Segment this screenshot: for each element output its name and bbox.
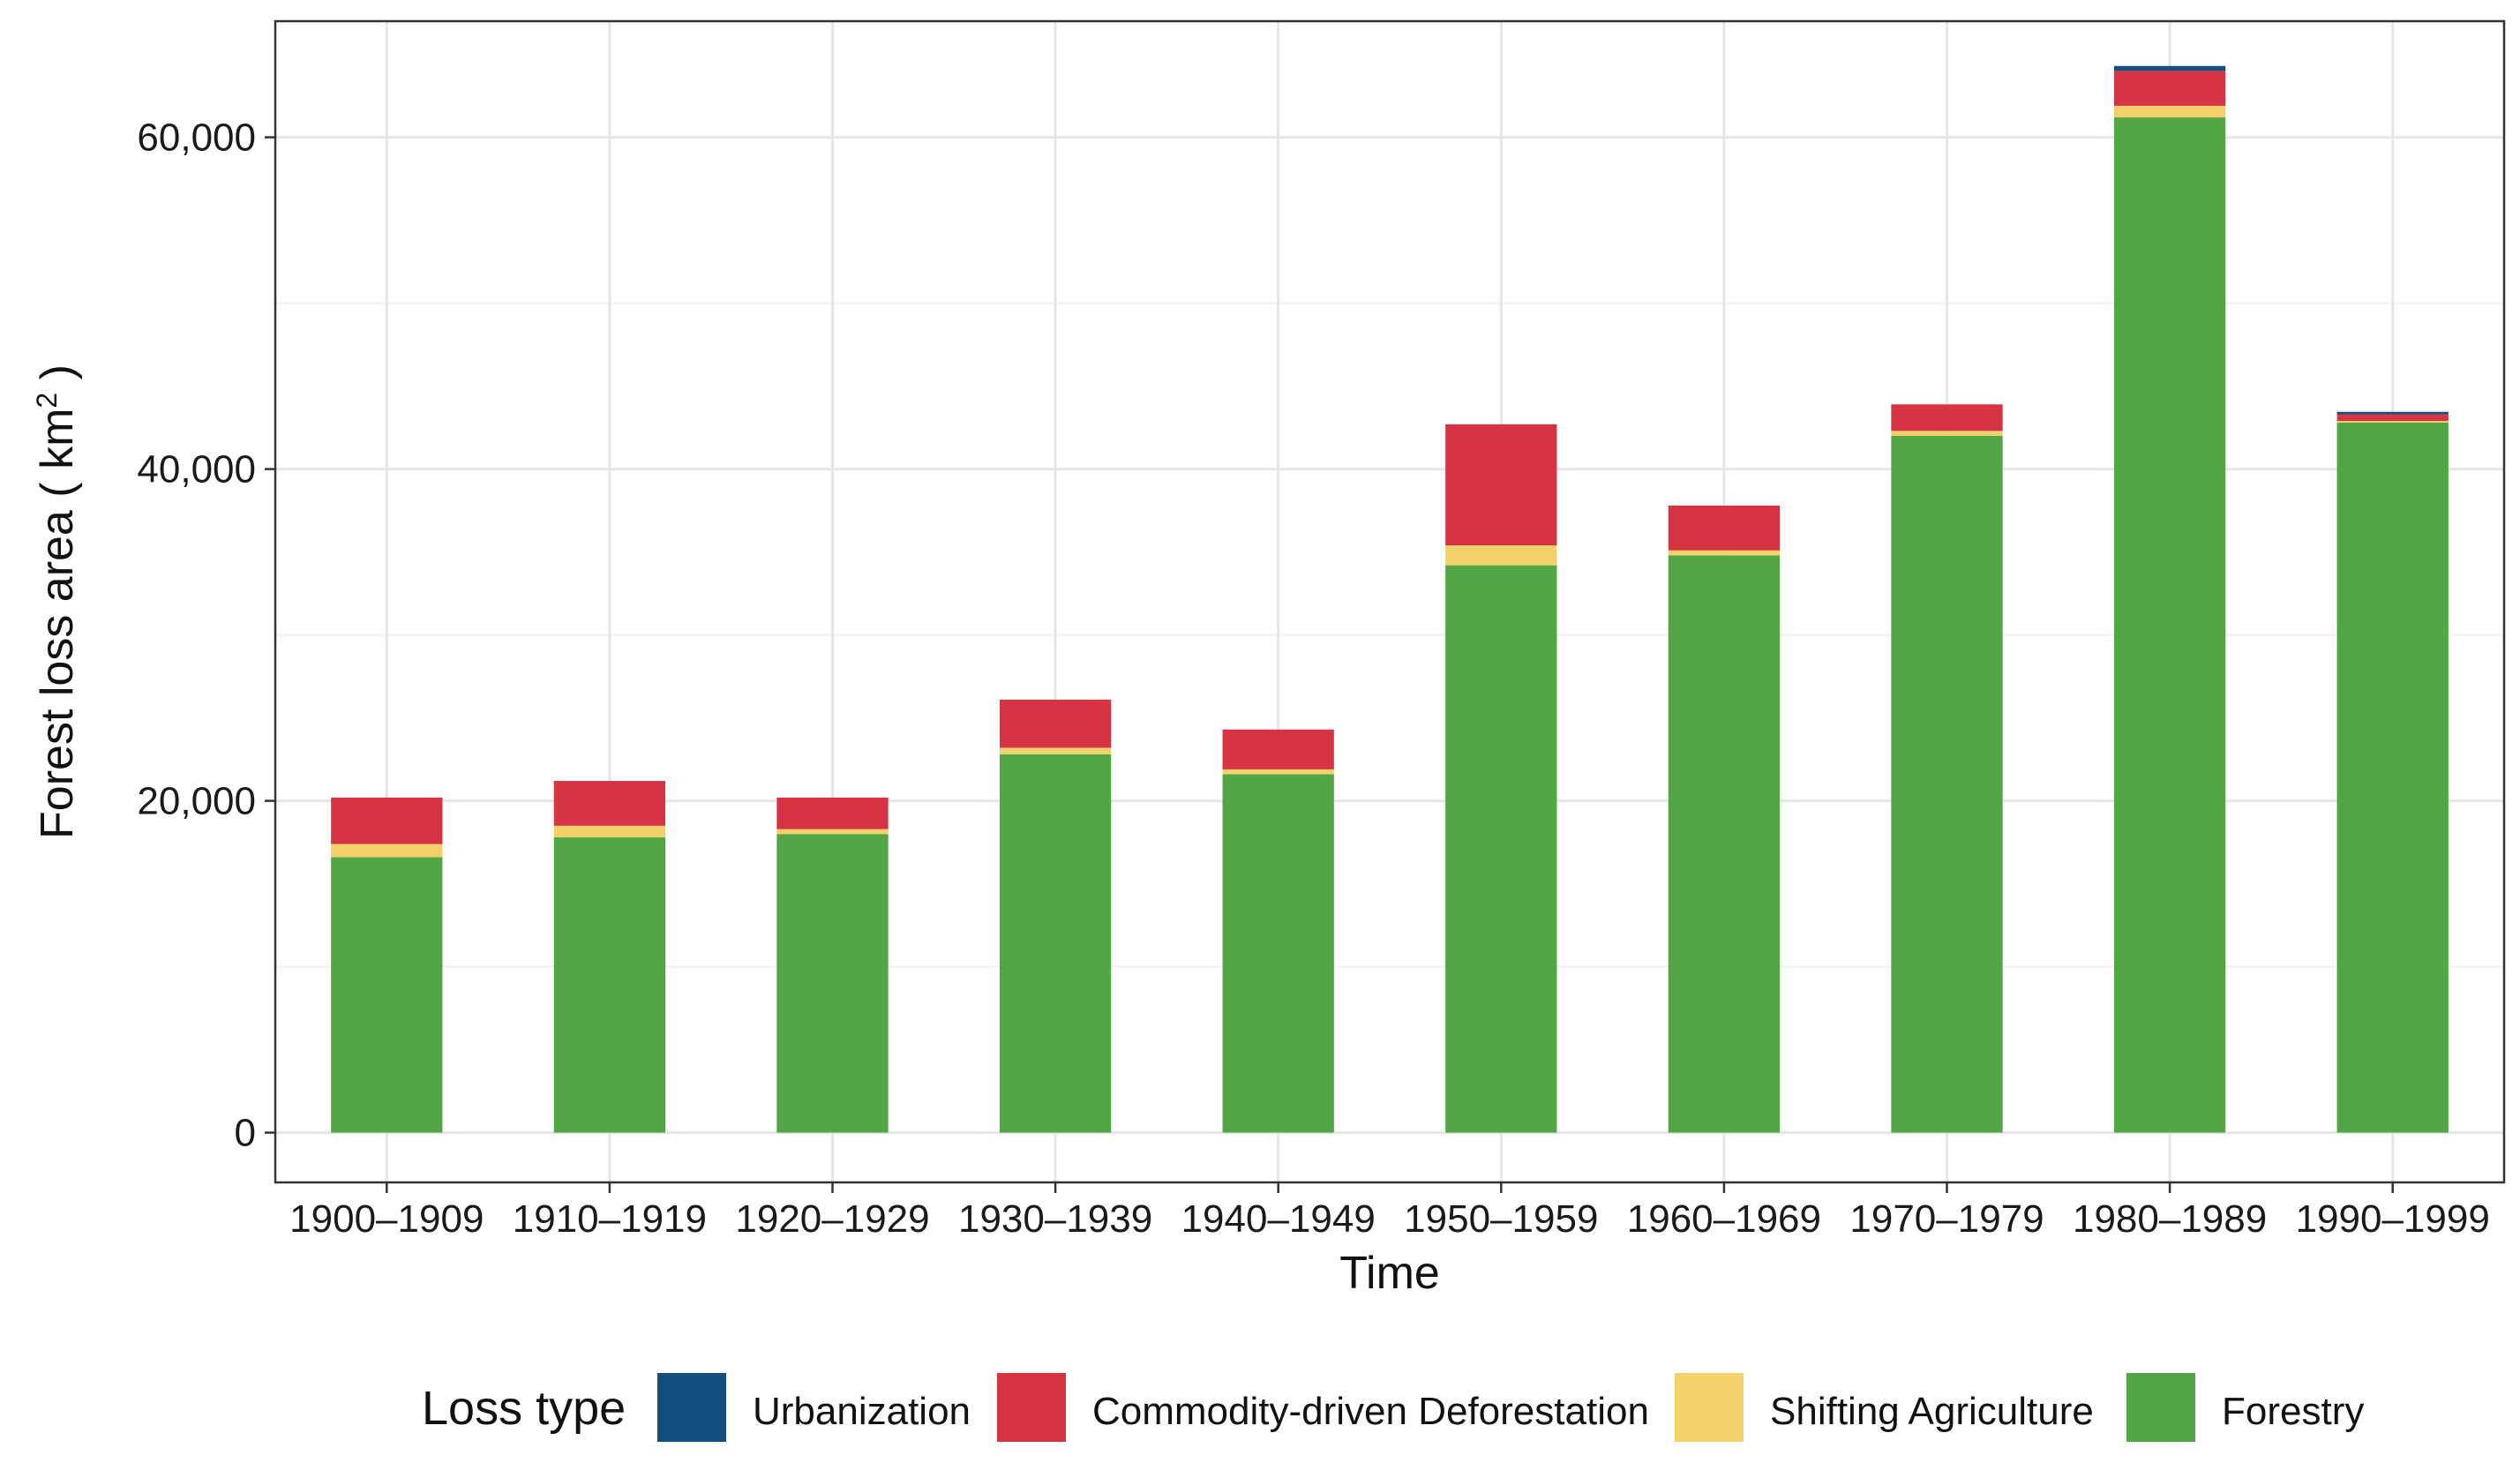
x-tick-label: 1900–1909 — [289, 1197, 484, 1241]
x-tick-label: 1980–1989 — [2073, 1197, 2267, 1241]
axes: 0 20,000 40,000 60,000 1900–1909 1910–1919 192… — [137, 116, 2489, 1241]
bar-commodity-driven-deforestation-1900-1909 — [331, 797, 443, 844]
bar-commodity-driven-deforestation-1910-1919 — [553, 781, 666, 826]
y-tick-label: 40,000 — [137, 448, 256, 491]
x-tick-label: 1960–1969 — [1627, 1197, 1821, 1241]
x-tick-label: 1940–1949 — [1181, 1197, 1376, 1241]
legend-label-commodity-driven-deforestation: Commodity-driven Deforestation — [1092, 1390, 1649, 1433]
bar-forestry-1970-1979 — [1891, 436, 2003, 1133]
bar-shifting-agriculture-1920-1929 — [776, 829, 889, 835]
bar-shifting-agriculture-1910-1919 — [553, 825, 666, 837]
bar-commodity-driven-deforestation-1940-1949 — [1222, 729, 1334, 769]
legend-key-forestry — [2126, 1373, 2195, 1442]
bar-shifting-agriculture-1960-1969 — [1668, 550, 1781, 556]
bar-shifting-agriculture-1900-1909 — [331, 844, 443, 858]
bar-commodity-driven-deforestation-1920-1929 — [776, 797, 889, 829]
x-tick-label: 1930–1939 — [958, 1197, 1152, 1241]
bar-shifting-agriculture-1950-1959 — [1445, 545, 1557, 566]
bar-forestry-1930-1939 — [999, 754, 1112, 1133]
bar-forestry-1980-1989 — [2113, 117, 2226, 1133]
bar-forestry-1960-1969 — [1668, 555, 1781, 1133]
bar-commodity-driven-deforestation-1990-1999 — [2336, 414, 2449, 422]
x-tick-label: 1970–1979 — [1849, 1197, 2044, 1241]
bar-commodity-driven-deforestation-1970-1979 — [1891, 404, 2003, 431]
bar-commodity-driven-deforestation-1950-1959 — [1445, 424, 1557, 546]
legend-key-urbanization — [657, 1373, 726, 1442]
x-tick-label: 1950–1959 — [1404, 1197, 1598, 1241]
bar-commodity-driven-deforestation-1960-1969 — [1668, 505, 1781, 551]
bar-shifting-agriculture-1990-1999 — [2336, 421, 2449, 423]
x-tick-label: 1910–1919 — [513, 1197, 707, 1241]
y-tick-label: 60,000 — [137, 116, 256, 160]
bar-shifting-agriculture-1980-1989 — [2113, 105, 2226, 118]
x-axis-title: Time — [1339, 1248, 1440, 1299]
legend-label-forestry: Forestry — [2222, 1390, 2364, 1433]
legend: Loss type Urbanization Commodity-driven D… — [422, 1373, 2364, 1442]
bar-shifting-agriculture-1940-1949 — [1222, 769, 1334, 775]
y-tick-label: 0 — [235, 1112, 256, 1155]
x-tick-label: 1920–1929 — [735, 1197, 929, 1241]
legend-title: Loss type — [422, 1382, 626, 1435]
legend-key-shifting-agriculture — [1675, 1373, 1744, 1442]
bar-urbanization-1980-1989 — [2113, 65, 2226, 71]
bar-commodity-driven-deforestation-1930-1939 — [999, 699, 1112, 748]
legend-label-shifting-agriculture: Shifting Agriculture — [1770, 1390, 2094, 1433]
y-axis-title-close: ) — [32, 364, 83, 393]
bar-shifting-agriculture-1970-1979 — [1891, 431, 2003, 436]
bar-forestry-1990-1999 — [2336, 422, 2449, 1133]
bars — [331, 65, 2449, 1133]
bar-forestry-1910-1919 — [553, 837, 666, 1133]
legend-key-commodity-driven-deforestation — [997, 1373, 1066, 1442]
bar-shifting-agriculture-1930-1939 — [999, 747, 1112, 754]
bar-urbanization-1990-1999 — [2336, 411, 2449, 415]
bar-forestry-1940-1949 — [1222, 774, 1334, 1133]
bar-commodity-driven-deforestation-1980-1989 — [2113, 71, 2226, 106]
x-tick-label: 1990–1999 — [2296, 1197, 2490, 1241]
y-axis-title-superscript: 2 — [31, 393, 63, 409]
y-tick-label: 20,000 — [137, 780, 256, 823]
bar-forestry-1920-1929 — [776, 834, 889, 1133]
bar-forestry-1950-1959 — [1445, 565, 1557, 1133]
y-axis-title-main: Forest loss area ( km — [32, 409, 83, 839]
y-axis-title: Forest loss area ( km2 ) — [31, 364, 83, 839]
bar-forestry-1900-1909 — [331, 857, 443, 1133]
legend-label-urbanization: Urbanization — [753, 1390, 971, 1433]
plot-panel-border — [274, 19, 2506, 1184]
